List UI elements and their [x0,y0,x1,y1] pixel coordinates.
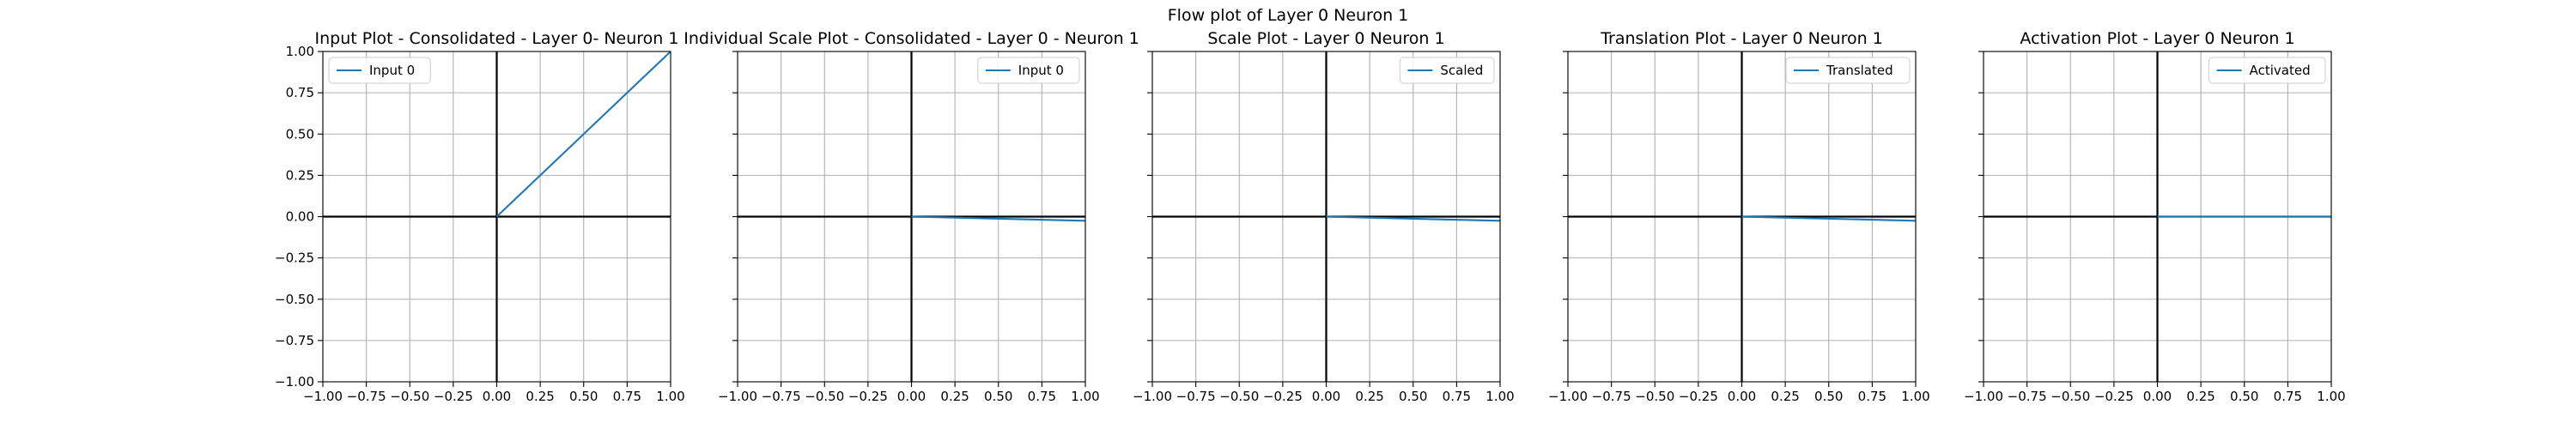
y-tick-label: −1.00 [275,374,314,390]
x-tick-label: −0.75 [2008,389,2047,404]
x-tick-label: 0.75 [2274,389,2302,404]
y-tick-label: 0.75 [286,85,314,100]
x-tick-label: 0.25 [940,389,969,404]
x-tick-label: 1.00 [656,389,684,404]
x-tick-label: 0.00 [897,389,926,404]
subplot-2: Individual Scale Plot - Consolidated - L… [683,29,1139,404]
x-tick-label: −0.50 [2050,389,2090,404]
x-tick-label: −0.75 [762,389,801,404]
x-tick-label: 0.50 [569,389,598,404]
x-tick-label: 1.00 [1485,389,1514,404]
legend: Input 0 [977,57,1080,84]
legend-box [2208,57,2326,84]
x-tick-label: −0.25 [1679,389,1718,404]
x-tick-label: −1.00 [1548,389,1588,404]
x-tick-label: 0.25 [526,389,554,404]
legend-label: Scaled [1440,63,1483,78]
x-tick-label: 0.00 [483,389,511,404]
legend: Scaled [1399,57,1495,84]
x-tick-label: −0.75 [1176,389,1216,404]
legend-label: Input 0 [369,63,415,78]
x-tick-label: 0.00 [1312,389,1340,404]
series-line-scaled [1326,215,1501,222]
subplot-4: Translation Plot - Layer 0 Neuron 1 −1.00… [1548,29,1930,404]
x-tick-label: 0.75 [1443,389,1471,404]
y-tick-label: −0.50 [275,292,314,307]
x-tick-label: −1.00 [1133,389,1172,404]
x-tick-label: 1.00 [1901,389,1929,404]
x-tick-label: −0.25 [2094,389,2134,404]
x-tick-label: 1.00 [2317,389,2345,404]
subplot-title: Input Plot - Consolidated - Layer 0- Neu… [315,29,679,48]
legend-label: Input 0 [1018,63,1064,78]
x-tick-label: 0.50 [1814,389,1843,404]
x-tick-label: 0.25 [1355,389,1383,404]
x-tick-label: −0.50 [1219,389,1259,404]
x-tick-label: −0.25 [1263,389,1303,404]
x-tick-label: 0.00 [1728,389,1756,404]
series-line-input-0 [495,51,671,218]
x-tick-label: 1.00 [1071,389,1099,404]
legend-box [1785,57,1911,84]
x-tick-label: −0.50 [805,389,844,404]
subplot-title: Translation Plot - Layer 0 Neuron 1 [1600,29,1883,48]
x-tick-label: 0.25 [1771,389,1799,404]
x-tick-label: 0.50 [2230,389,2258,404]
x-tick-label: −1.00 [718,389,757,404]
legend-label: Activated [2250,63,2311,78]
y-tick-label: −0.25 [275,251,314,266]
legend-label: Translated [1826,63,1893,78]
subplot-title: Scale Plot - Layer 0 Neuron 1 [1207,29,1444,48]
x-tick-label: −0.50 [390,389,429,404]
x-tick-label: −0.75 [1592,389,1631,404]
series-line-input-0 [911,215,1086,222]
y-tick-label: 0.00 [286,209,314,225]
subplot-1: Input Plot - Consolidated - Layer 0- Neu… [275,29,685,404]
series-line-translated [1741,215,1917,222]
subplot-3: Scale Plot - Layer 0 Neuron 1−1.00 −0.75−… [1133,29,1515,404]
legend-box [1399,57,1495,84]
figure-title: Flow plot of Layer 0 Neuron 1 [1168,6,1409,25]
x-tick-label: −0.75 [347,389,386,404]
x-tick-label: 0.75 [1858,389,1886,404]
x-tick-label: −0.50 [1635,389,1674,404]
subplot-panels: Input Plot - Consolidated - Layer 0- Neu… [275,29,2346,404]
legend: Input 0 [328,57,431,84]
x-tick-label: 0.75 [613,389,641,404]
x-tick-label: 0.00 [2143,389,2172,404]
x-tick-label: −0.25 [434,389,473,404]
legend: Translated [1785,57,1911,84]
x-tick-label: 0.75 [1028,389,1056,404]
legend-box [328,57,431,84]
x-tick-label: 0.25 [2186,389,2215,404]
x-tick-label: −1.00 [303,389,343,404]
legend-box [977,57,1080,84]
subplot-title: Activation Plot - Layer 0 Neuron 1 [2020,29,2294,48]
x-tick-label: 0.50 [984,389,1012,404]
subplot-5: Activation Plot - Layer 0 Neuron 1−1.00−… [1964,29,2346,404]
legend: Activated [2208,57,2326,84]
y-tick-label: 0.50 [286,126,314,142]
x-tick-label: −1.00 [1964,389,2003,404]
x-tick-label: −0.25 [848,389,888,404]
y-tick-label: 0.25 [286,167,314,183]
subplot-title: Individual Scale Plot - Consolidated - L… [683,29,1139,48]
y-tick-label: 1.00 [286,44,314,59]
y-tick-label: −0.75 [275,333,314,348]
x-tick-label: 0.50 [1399,389,1427,404]
